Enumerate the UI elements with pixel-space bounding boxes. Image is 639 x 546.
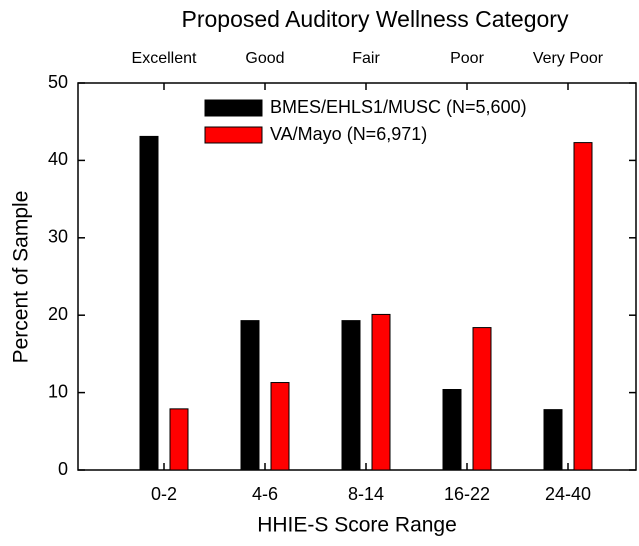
bar [371,313,391,471]
x-tick-label: 0-2 [151,484,177,504]
bar [139,135,159,471]
bar [472,327,492,471]
top-category-label: Good [245,50,284,67]
legend-swatch [204,99,263,117]
legend-label: BMES/EHLS1/MUSC (N=5,600) [270,97,527,117]
x-axis-label: HHIE-S Score Range [257,514,457,537]
x-tick-label: 24-40 [545,484,591,504]
bar [169,408,189,471]
y-tick-label: 20 [48,304,68,324]
y-tick-label: 30 [48,227,68,247]
top-category-label: Fair [352,50,380,67]
legend-swatch [204,126,263,144]
bar [341,320,361,471]
bar [240,320,260,471]
y-tick-label: 50 [48,72,68,92]
bar [573,142,593,471]
y-axis-label: Percent of Sample [10,191,33,364]
chart-title: Proposed Auditory Wellness Category [182,6,569,32]
bar [442,389,462,471]
top-category-label: Poor [450,50,484,67]
legend-label: VA/Mayo (N=6,971) [270,124,427,144]
y-tick-label: 40 [48,149,68,169]
y-tick-label: 10 [48,381,68,401]
x-tick-label: 4-6 [252,484,278,504]
bar [270,382,290,471]
y-tick-label: 0 [58,459,68,479]
x-tick-label: 8-14 [348,484,384,504]
x-tick-label: 16-22 [444,484,490,504]
top-category-label: Excellent [132,50,197,67]
top-category-label: Very Poor [533,50,604,67]
bar [543,409,563,471]
